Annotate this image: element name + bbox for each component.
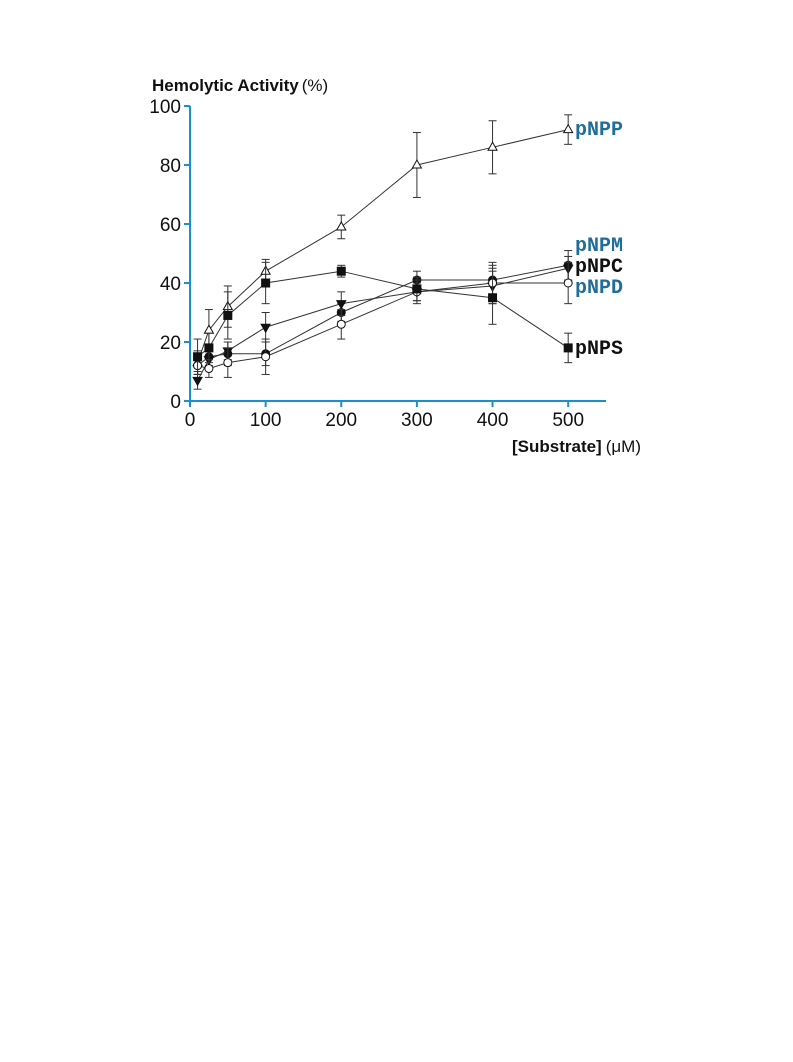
- y-tick-label-0: 0: [170, 392, 181, 413]
- data-point-pnpc-0: [192, 376, 203, 387]
- data-point-pnps-2: [223, 310, 233, 320]
- data-point-pnpp-7: [562, 123, 574, 134]
- data-point-pnps-0: [193, 352, 203, 362]
- series-layer: [192, 114, 574, 390]
- data-point-pnpp-4: [335, 220, 347, 231]
- y-axis-title: Hemolytic Activity (%): [152, 76, 328, 95]
- data-point-pnpd-7: [563, 278, 573, 288]
- y-tick-label-5: 100: [149, 97, 181, 118]
- series-line-pnpd: [197, 282, 569, 370]
- x-tick-label-3: 300: [401, 410, 433, 431]
- data-point-pnpd-2: [223, 358, 233, 368]
- data-point-pnps-4: [336, 266, 346, 276]
- data-point-pnpd-4: [336, 319, 346, 329]
- data-point-pnps-1: [204, 343, 214, 353]
- axes: 0 20 40 60 80 100 0 100 200 300 400 500: [149, 97, 606, 431]
- x-tick-label-4: 400: [477, 410, 509, 431]
- x-axis-title: [Substrate] (μM): [512, 437, 641, 456]
- series-label-pnpp: pNPP: [575, 119, 623, 142]
- series-pnps: [193, 261, 573, 375]
- data-point-pnpd-3: [261, 352, 271, 362]
- series-label-pnps: pNPS: [575, 338, 623, 361]
- x-tick-label-2: 200: [325, 410, 357, 431]
- series-pnpp: [192, 114, 574, 375]
- series-pnpc: [192, 255, 574, 390]
- data-point-pnpc-3: [260, 323, 271, 334]
- data-point-pnps-3: [261, 278, 271, 288]
- series-label-pnpc: pNPC: [575, 256, 623, 279]
- series-line-pnpp: [197, 129, 569, 363]
- data-point-pnpd-1: [204, 364, 214, 374]
- series-pnpd: [193, 261, 573, 378]
- x-tick-label-5: 500: [552, 410, 584, 431]
- y-tick-label-4: 80: [160, 156, 181, 177]
- data-point-pnpp-5: [411, 158, 423, 169]
- data-point-pnps-5: [412, 284, 422, 294]
- x-axis-title-unit: (μM): [606, 437, 641, 456]
- x-axis-title-main: [Substrate]: [512, 437, 602, 456]
- series-label-pnpm: pNPM: [575, 235, 623, 258]
- data-point-pnps-7: [563, 343, 573, 353]
- data-point-pnpp-6: [487, 141, 498, 151]
- x-tick-label-1: 100: [250, 410, 282, 431]
- data-point-pnpc-4: [335, 300, 347, 310]
- series-line-pnps: [197, 270, 569, 358]
- data-point-pnps-6: [488, 293, 498, 303]
- series-line-pnpc: [197, 267, 569, 381]
- series-line-pnpm: [197, 264, 569, 366]
- y-tick-label-2: 40: [160, 274, 181, 295]
- y-axis-title-main: Hemolytic Activity: [152, 76, 299, 95]
- series-label-pnpd: pNPD: [575, 277, 623, 300]
- x-tick-label-0: 0: [185, 410, 196, 431]
- y-axis-title-unit: (%): [302, 76, 328, 95]
- y-tick-label-1: 20: [160, 333, 181, 354]
- y-tick-label-3: 60: [160, 215, 181, 236]
